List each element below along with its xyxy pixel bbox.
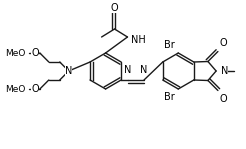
Text: N: N (65, 66, 72, 76)
Text: O: O (31, 84, 39, 94)
Text: O: O (220, 38, 228, 48)
Text: MeO: MeO (5, 84, 26, 94)
Text: O: O (220, 94, 228, 104)
Text: N: N (140, 65, 148, 75)
Text: MeO: MeO (5, 49, 26, 58)
Text: N: N (124, 65, 132, 75)
Text: O: O (111, 3, 118, 13)
Text: NH: NH (131, 35, 146, 45)
Text: Br: Br (164, 92, 174, 102)
Text: Br: Br (164, 40, 174, 50)
Text: O: O (31, 48, 39, 58)
Text: N: N (221, 66, 229, 76)
